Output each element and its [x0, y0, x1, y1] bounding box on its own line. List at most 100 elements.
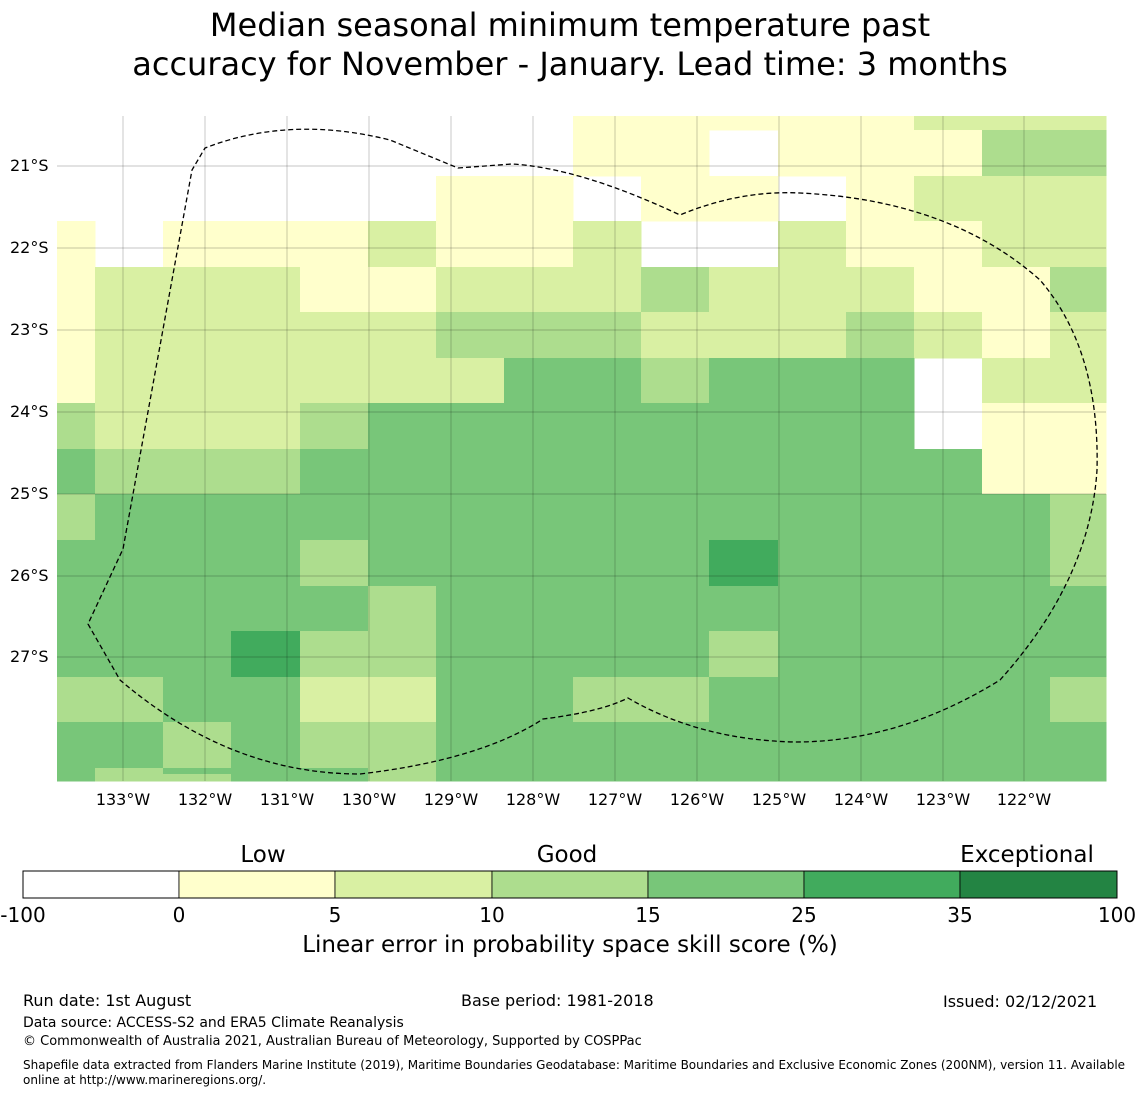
colorbar-tick: 10 — [479, 903, 505, 927]
skill-cell — [368, 631, 437, 678]
colorbar-segment — [803, 870, 961, 899]
skill-cell — [982, 494, 1051, 541]
skill-cell — [436, 722, 505, 769]
skill-cell — [1050, 312, 1107, 359]
skill-cell — [641, 540, 710, 587]
skill-cell — [914, 768, 983, 775]
shapefile-credit-line-1: Shapefile data extracted from Flanders M… — [23, 1058, 1126, 1072]
skill-cell — [846, 130, 915, 177]
skill-cell — [709, 267, 779, 313]
skill-cell — [641, 768, 710, 775]
eez-boundary — [87, 128, 1098, 775]
skill-cell — [641, 677, 710, 723]
skill-cell — [778, 494, 847, 541]
skill-cell — [95, 774, 164, 782]
skill-cell — [573, 116, 642, 131]
skill-cell — [231, 403, 301, 450]
skill-cell — [504, 631, 574, 678]
skill-cell — [1050, 267, 1107, 313]
skill-cell — [573, 722, 642, 769]
skill-cell — [846, 586, 915, 632]
skill-cell — [709, 722, 779, 769]
skill-cell — [846, 494, 915, 541]
skill-cell — [914, 312, 983, 359]
lat-label: 27°S — [10, 647, 49, 666]
skill-cell — [573, 631, 642, 678]
skill-cell — [368, 358, 437, 404]
skill-cell — [709, 358, 779, 404]
skill-cell — [163, 722, 232, 769]
skill-cell — [914, 176, 983, 222]
lon-label: 127°W — [587, 790, 643, 809]
skill-cell — [504, 677, 574, 723]
colorbar-outline — [22, 870, 1118, 899]
colorbar-segment — [334, 870, 493, 899]
run-date: Run date: 1st August — [23, 991, 192, 1010]
skill-cell — [231, 449, 301, 495]
lon-label: 124°W — [833, 790, 889, 809]
skill-cell — [573, 221, 642, 268]
skill-cell — [846, 312, 915, 359]
skill-cell — [231, 267, 301, 313]
shapefile-credit-line-2: online at http://www.marineregions.org/. — [23, 1073, 267, 1087]
skill-cell — [846, 116, 915, 131]
skill-cell — [231, 768, 301, 775]
skill-cell — [573, 774, 642, 782]
skill-cell — [982, 722, 1051, 769]
skill-cell — [982, 768, 1051, 775]
skill-cell — [846, 403, 915, 450]
lon-label: 126°W — [669, 790, 725, 809]
skill-cell — [163, 494, 232, 541]
skill-cell — [846, 221, 915, 268]
skill-cell — [231, 586, 301, 632]
skill-cell — [778, 774, 847, 782]
issued-date: Issued: 02/12/2021 — [943, 992, 1098, 1011]
skill-cell — [1050, 768, 1107, 775]
lat-label: 26°S — [10, 566, 49, 585]
skill-cell — [914, 677, 983, 723]
skill-cell — [1050, 631, 1107, 678]
colorbar-title: Linear error in probability space skill … — [302, 932, 838, 958]
lon-label: 129°W — [423, 790, 479, 809]
skill-cell — [57, 449, 96, 495]
skill-cell — [846, 722, 915, 769]
skill-cell — [300, 312, 369, 359]
skill-cell — [982, 540, 1051, 587]
skill-cell — [914, 221, 983, 268]
skill-cell — [231, 677, 301, 723]
skill-cell — [778, 722, 847, 769]
skill-cell — [504, 449, 574, 495]
lon-label: 128°W — [505, 790, 561, 809]
skill-cell — [163, 774, 232, 782]
skill-cell — [573, 403, 642, 450]
colorbar-segment — [647, 870, 805, 899]
skill-cell — [778, 449, 847, 495]
skill-cell — [368, 449, 437, 495]
skill-cell — [641, 722, 710, 769]
skill-cell — [231, 774, 301, 782]
skill-cell — [573, 586, 642, 632]
skill-cell — [504, 768, 574, 775]
skill-cell — [436, 494, 505, 541]
skill-cell — [436, 221, 505, 268]
skill-cell — [95, 631, 164, 678]
colorbar — [22, 870, 1118, 899]
skill-cell — [504, 221, 574, 268]
skill-cell — [436, 677, 505, 723]
skill-cell — [778, 267, 847, 313]
skill-cell — [641, 116, 710, 131]
skill-cell — [1050, 540, 1107, 587]
skill-cell — [846, 768, 915, 775]
skill-cell — [573, 540, 642, 587]
skill-cell — [778, 358, 847, 404]
skill-cell — [982, 176, 1051, 222]
skill-cell — [95, 312, 164, 359]
colorbar-tick: 0 — [172, 903, 186, 927]
skill-cell — [57, 221, 96, 268]
skill-cell — [982, 586, 1051, 632]
skill-cell — [846, 774, 915, 782]
skill-cell — [57, 768, 96, 775]
map-title: Median seasonal minimum temperature past… — [0, 6, 1140, 84]
skill-cell — [914, 494, 983, 541]
lon-label: 122°W — [996, 790, 1052, 809]
